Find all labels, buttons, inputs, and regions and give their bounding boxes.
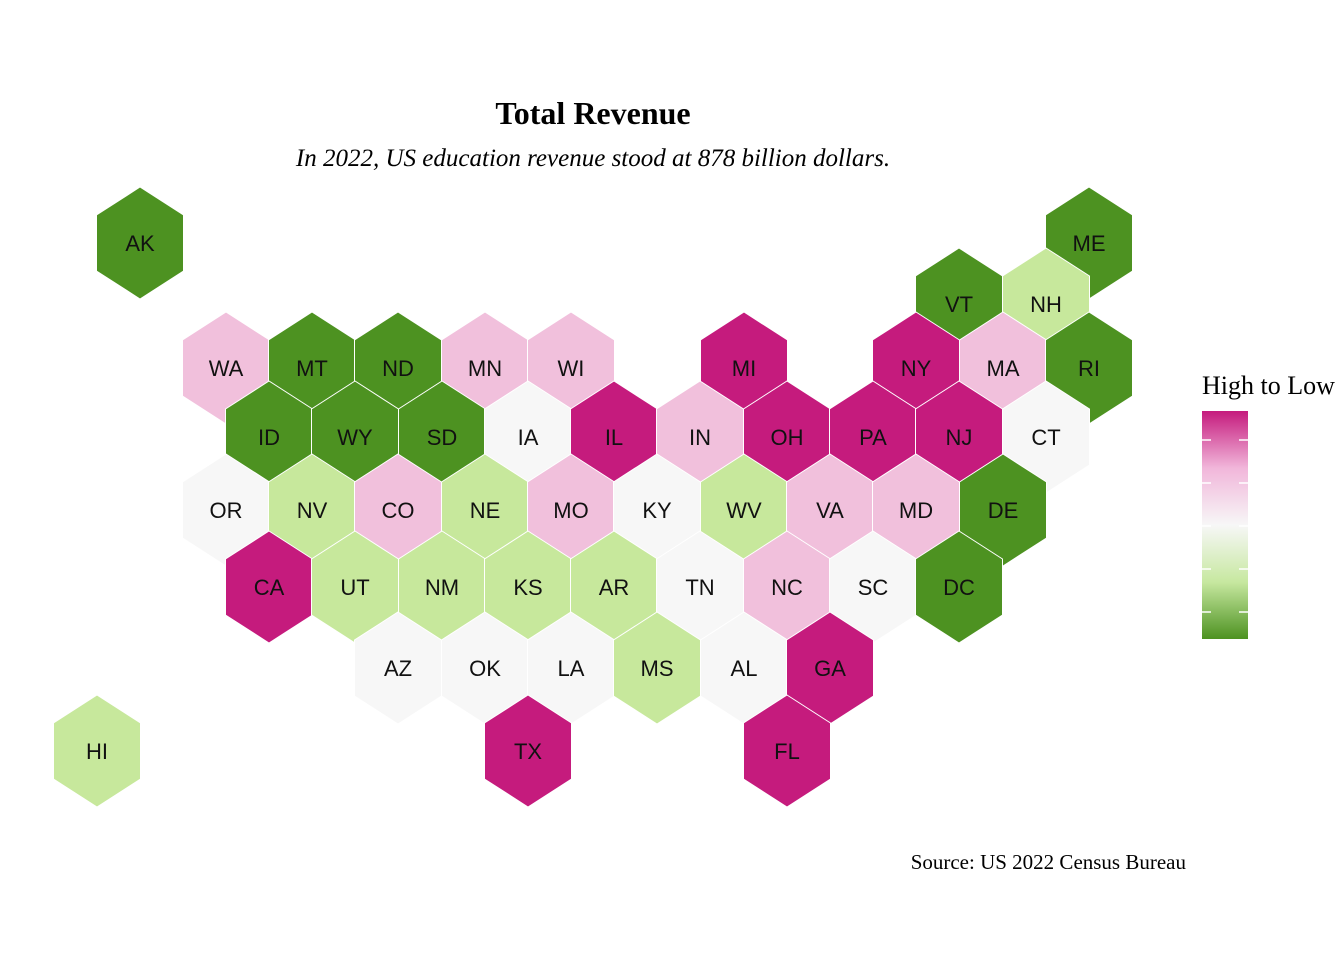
state-label-nh: NH: [1030, 292, 1062, 317]
state-label-ky: KY: [642, 498, 672, 523]
state-label-or: OR: [210, 498, 243, 523]
state-label-vt: VT: [945, 292, 973, 317]
state-hex-dc: [915, 530, 1003, 644]
state-label-fl: FL: [774, 739, 800, 764]
state-label-mi: MI: [732, 356, 756, 381]
state-hex-hi: [53, 694, 141, 808]
legend-colorbar: [1202, 411, 1248, 639]
state-label-hi: HI: [86, 739, 108, 764]
state-label-nv: NV: [297, 498, 328, 523]
state-label-nc: NC: [771, 575, 803, 600]
state-label-me: ME: [1073, 231, 1106, 256]
state-label-ar: AR: [599, 575, 630, 600]
state-hex-tx: [484, 694, 572, 808]
state-label-ok: OK: [469, 656, 501, 681]
state-label-md: MD: [899, 498, 933, 523]
state-label-co: CO: [382, 498, 415, 523]
state-label-oh: OH: [771, 425, 804, 450]
state-label-id: ID: [258, 425, 280, 450]
state-label-nm: NM: [425, 575, 459, 600]
state-label-tn: TN: [685, 575, 714, 600]
state-label-ks: KS: [513, 575, 542, 600]
state-label-il: IL: [605, 425, 623, 450]
state-label-ny: NY: [901, 356, 932, 381]
state-label-mt: MT: [296, 356, 328, 381]
state-label-tx: TX: [514, 739, 542, 764]
state-label-wy: WY: [337, 425, 373, 450]
state-label-in: IN: [689, 425, 711, 450]
legend: High to Low: [1202, 371, 1335, 639]
state-label-ak: AK: [125, 231, 155, 256]
legend-title: High to Low: [1202, 371, 1335, 400]
state-label-ut: UT: [340, 575, 369, 600]
state-label-nd: ND: [382, 356, 414, 381]
state-label-ma: MA: [987, 356, 1020, 381]
state-hex-fl: [743, 694, 831, 808]
state-label-sd: SD: [427, 425, 458, 450]
state-label-ct: CT: [1031, 425, 1060, 450]
state-label-nj: NJ: [946, 425, 973, 450]
state-label-sc: SC: [858, 575, 889, 600]
state-label-wv: WV: [726, 498, 762, 523]
chart-title: Total Revenue: [495, 95, 690, 131]
state-label-wa: WA: [209, 356, 244, 381]
state-hex-ak: [96, 186, 184, 300]
state-label-wi: WI: [558, 356, 585, 381]
state-label-ri: RI: [1078, 356, 1100, 381]
state-hexes: AK HI ME VT NH WA MT ND MN WI MI NY MA RI ID WY SD IA IL IN…: [53, 186, 1133, 808]
state-label-al: AL: [731, 656, 758, 681]
state-label-ne: NE: [470, 498, 501, 523]
state-label-ca: CA: [254, 575, 285, 600]
state-label-az: AZ: [384, 656, 412, 681]
chart-subtitle: In 2022, US education revenue stood at 8…: [295, 145, 890, 172]
state-label-dc: DC: [943, 575, 975, 600]
state-label-la: LA: [558, 656, 585, 681]
state-label-va: VA: [816, 498, 844, 523]
state-label-pa: PA: [859, 425, 887, 450]
legend-ticks: [1202, 439, 1248, 613]
state-label-mo: MO: [553, 498, 588, 523]
state-label-ms: MS: [641, 656, 674, 681]
state-label-ia: IA: [518, 425, 539, 450]
state-label-mn: MN: [468, 356, 502, 381]
source-caption: Source: US 2022 Census Bureau: [911, 850, 1187, 874]
state-label-ga: GA: [814, 656, 846, 681]
state-label-de: DE: [988, 498, 1019, 523]
